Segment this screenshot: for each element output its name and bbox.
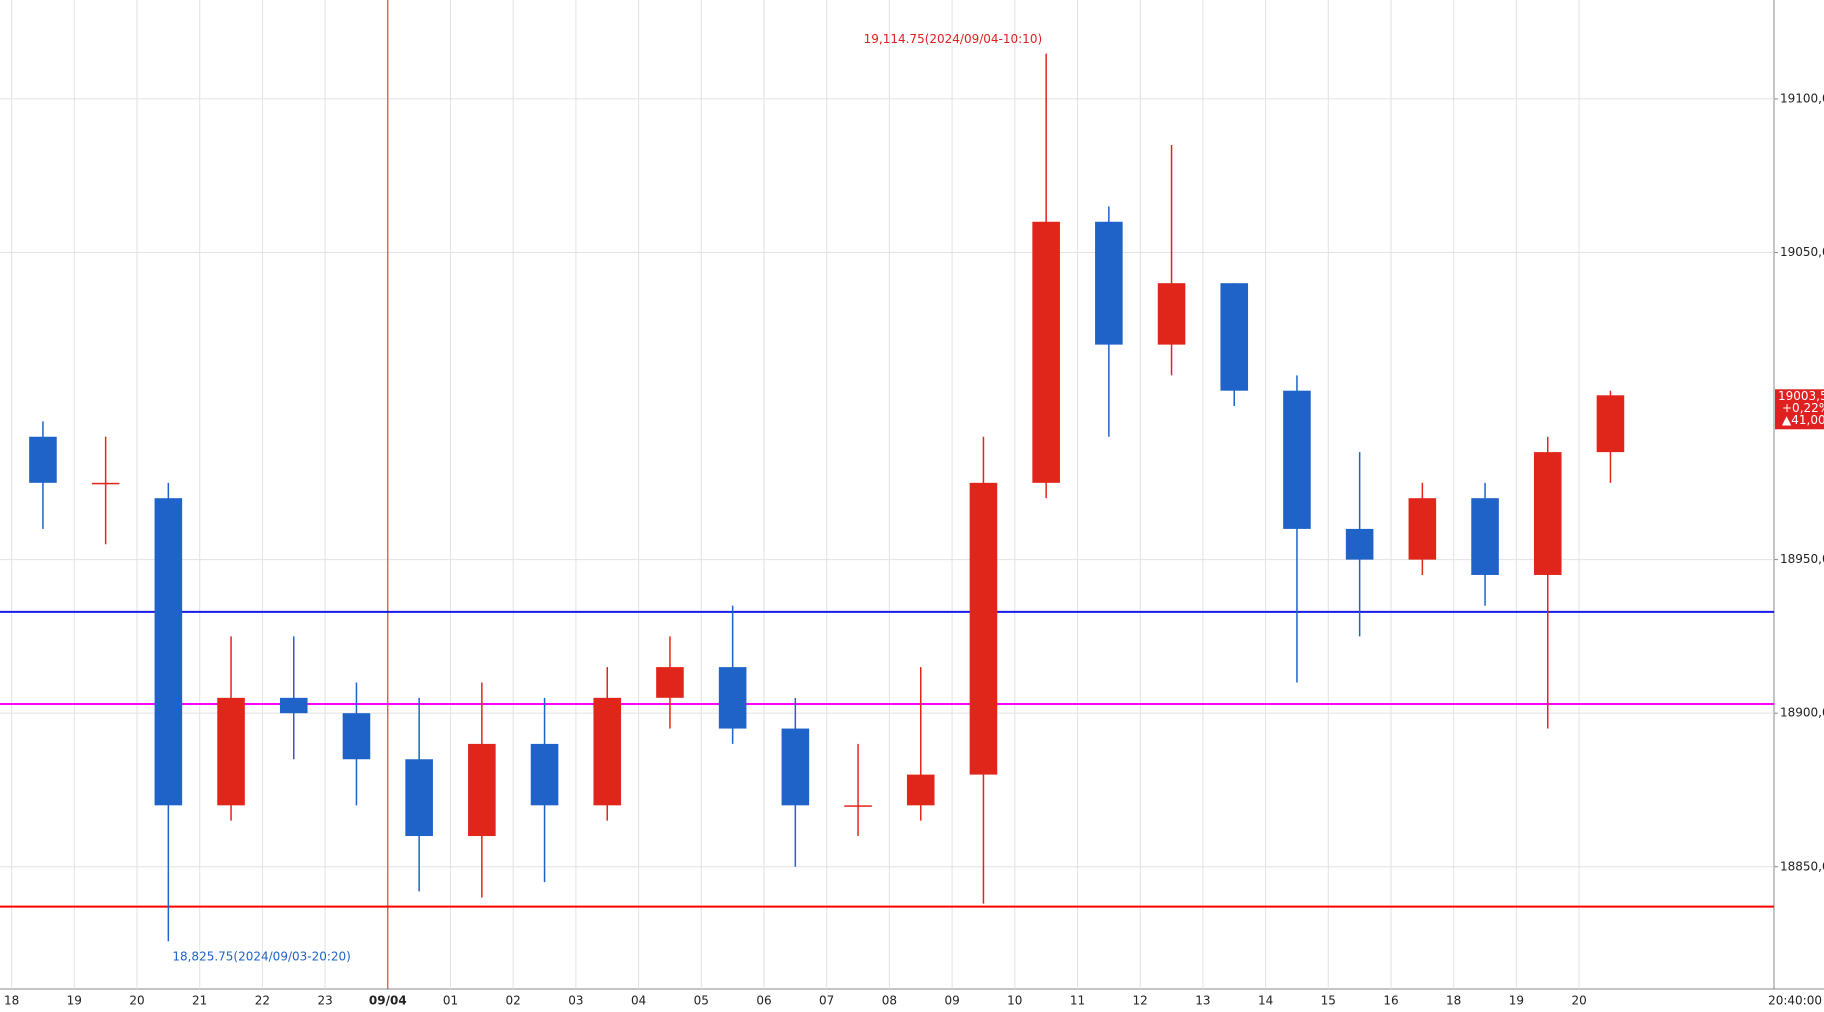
candle-body xyxy=(656,667,684,698)
y-tick-label: 19100,00 xyxy=(1780,91,1824,105)
x-tick-label: 19 xyxy=(1509,994,1524,1008)
y-tick-label: 18950,00 xyxy=(1780,552,1824,566)
x-tick-label: 14 xyxy=(1258,994,1273,1008)
candle-body xyxy=(279,697,308,714)
candle-body xyxy=(1471,498,1499,575)
candle-body xyxy=(1032,221,1060,483)
candle-body xyxy=(217,697,245,806)
candle-body xyxy=(593,697,622,806)
candle-body xyxy=(1220,283,1249,391)
candle-body xyxy=(91,482,120,485)
y-tick-label: 19050,00 xyxy=(1780,245,1824,259)
y-tick-label: 18900,00 xyxy=(1780,706,1824,720)
x-tick-label: 21 xyxy=(192,994,207,1008)
x-tick-label: 04 xyxy=(631,994,646,1008)
x-tick-label: 20 xyxy=(129,994,144,1008)
last-price: 19003,50 xyxy=(1778,389,1824,403)
candle-body xyxy=(29,436,57,483)
x-end-label: 20:40:00 xyxy=(1768,994,1822,1008)
x-tick-label: 16 xyxy=(1383,994,1398,1008)
x-tick-label: 08 xyxy=(882,994,897,1008)
candle-body xyxy=(844,805,872,807)
candle-body xyxy=(1533,452,1562,575)
change-points: ▲41,00 xyxy=(1782,413,1824,427)
candle-body xyxy=(969,482,998,775)
x-tick-label: 03 xyxy=(568,994,583,1008)
candle-body xyxy=(718,667,747,729)
candle-body xyxy=(342,713,371,760)
low-annotation: 18,825.75(2024/09/03-20:20) xyxy=(172,950,351,964)
candle-body xyxy=(1283,390,1311,529)
x-tick-label: 12 xyxy=(1133,994,1148,1008)
candle-body xyxy=(1095,221,1123,345)
x-tick-label: 18 xyxy=(4,994,19,1008)
candle-body xyxy=(405,759,433,837)
price-box xyxy=(1775,389,1824,430)
x-tick-label: 23 xyxy=(317,994,332,1008)
x-tick-label: 09/04 xyxy=(369,994,407,1008)
change-percent: +0,22% xyxy=(1782,401,1824,415)
x-tick-label: 10 xyxy=(1007,994,1022,1008)
candle-body xyxy=(154,498,183,806)
x-tick-label: 19 xyxy=(67,994,82,1008)
x-tick-label: 22 xyxy=(255,994,270,1008)
x-tick-label: 01 xyxy=(443,994,458,1008)
candle-body xyxy=(1596,395,1625,453)
candle-body xyxy=(468,743,496,837)
candle-body xyxy=(781,728,810,806)
candle-body xyxy=(1408,498,1437,560)
x-tick-label: 18 xyxy=(1446,994,1461,1008)
candle-body xyxy=(906,774,935,806)
y-tick-label: 18850,00 xyxy=(1780,859,1824,873)
x-tick-label: 09 xyxy=(944,994,959,1008)
x-tick-label: 02 xyxy=(506,994,521,1008)
x-tick-label: 06 xyxy=(756,994,771,1008)
candle-body xyxy=(530,743,559,806)
x-tick-label: 15 xyxy=(1321,994,1336,1008)
x-tick-label: 07 xyxy=(819,994,834,1008)
x-tick-label: 13 xyxy=(1195,994,1210,1008)
x-tick-label: 20 xyxy=(1571,994,1586,1008)
high-annotation: 19,114.75(2024/09/04-10:10) xyxy=(864,32,1043,46)
candle-body xyxy=(1345,528,1374,560)
x-tick-label: 05 xyxy=(694,994,709,1008)
candle-body xyxy=(1157,283,1186,345)
x-tick-label: 11 xyxy=(1070,994,1085,1008)
